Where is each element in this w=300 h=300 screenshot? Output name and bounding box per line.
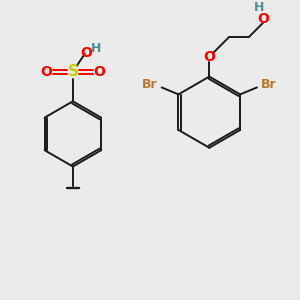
Text: S: S bbox=[68, 64, 78, 79]
Text: O: O bbox=[257, 12, 268, 26]
Text: Br: Br bbox=[261, 78, 277, 91]
Text: O: O bbox=[94, 64, 106, 79]
Text: H: H bbox=[254, 1, 264, 14]
Text: Br: Br bbox=[142, 78, 158, 91]
Text: O: O bbox=[40, 64, 52, 79]
Text: O: O bbox=[80, 46, 92, 60]
Text: H: H bbox=[90, 42, 101, 56]
Text: O: O bbox=[203, 50, 215, 64]
